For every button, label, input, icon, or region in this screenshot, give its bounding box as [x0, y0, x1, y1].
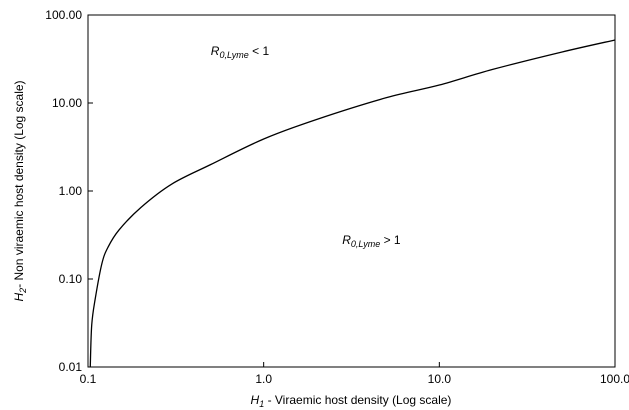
y-axis-label-symbol: H	[12, 293, 26, 302]
y-axis-label: H2- Non viraemic host density (Log scale…	[12, 80, 28, 301]
x-axis-label-subscript: 1	[259, 399, 264, 409]
annotation-gt-subscript: 0,Lyme	[351, 239, 380, 249]
x-axis-label: H1 - Viraemic host density (Log scale)	[251, 393, 452, 409]
x-axis-label-symbol: H	[251, 393, 260, 407]
series-points	[90, 40, 615, 367]
tick-labels: 0.1 1.0 10.0 100.0 0.01 0.10 1.00 10.00 100.00	[45, 8, 629, 386]
x-tick-label: 1.0	[255, 372, 272, 386]
annotation-r0-greater-than-1: R0,Lyme > 1	[342, 233, 401, 249]
annotation-r0-less-than-1: R0,Lyme < 1	[211, 44, 270, 60]
x-tick-label: 0.1	[80, 372, 97, 386]
x-axis-label-text: - Viraemic host density (Log scale)	[264, 393, 451, 407]
y-tick-label: 10.00	[52, 96, 82, 110]
y-tick-label: 0.01	[59, 360, 83, 374]
y-tick-label: 1.00	[59, 184, 83, 198]
y-axis-label-text: - Non viraemic host density (Log scale)	[12, 80, 26, 287]
series-line	[89, 39, 616, 368]
x-tick-label: 100.0	[600, 372, 629, 386]
annotation-lt-symbol: R	[211, 44, 220, 58]
annotation-gt-symbol: R	[342, 233, 351, 247]
y-axis-label-subscript: 2	[18, 288, 28, 294]
annotation-lt-subscript: 0,Lyme	[219, 50, 248, 60]
y-tick-label: 100.00	[45, 8, 82, 22]
annotation-gt-text: > 1	[380, 233, 401, 247]
annotation-lt-text: < 1	[249, 44, 270, 58]
y-tick-label: 0.10	[59, 272, 83, 286]
plot-area-frame	[87, 14, 616, 368]
axis-ticks	[87, 14, 616, 368]
x-tick-label: 10.0	[428, 372, 452, 386]
